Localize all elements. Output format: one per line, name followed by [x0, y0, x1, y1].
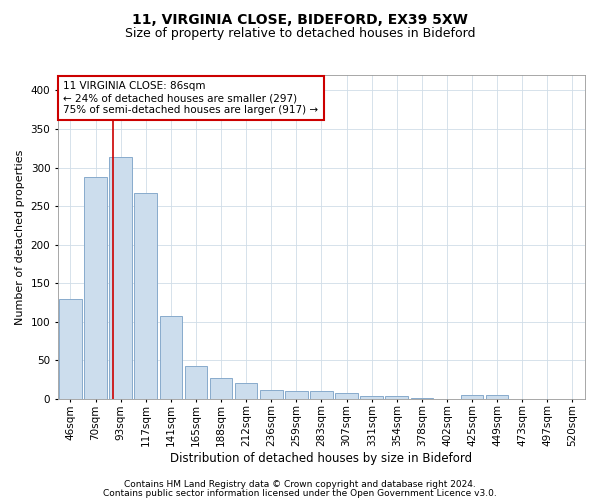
Text: Contains HM Land Registry data © Crown copyright and database right 2024.: Contains HM Land Registry data © Crown c…	[124, 480, 476, 489]
Bar	[185, 366, 207, 399]
Bar	[361, 396, 383, 399]
Bar	[486, 395, 508, 399]
Bar	[160, 316, 182, 399]
Text: Contains public sector information licensed under the Open Government Licence v3: Contains public sector information licen…	[103, 488, 497, 498]
Bar	[235, 382, 257, 399]
Bar	[210, 378, 232, 399]
Bar	[59, 298, 82, 399]
Bar	[285, 391, 308, 399]
X-axis label: Distribution of detached houses by size in Bideford: Distribution of detached houses by size …	[170, 452, 473, 465]
Text: Size of property relative to detached houses in Bideford: Size of property relative to detached ho…	[125, 28, 475, 40]
Bar	[84, 177, 107, 399]
Text: 11 VIRGINIA CLOSE: 86sqm
← 24% of detached houses are smaller (297)
75% of semi-: 11 VIRGINIA CLOSE: 86sqm ← 24% of detach…	[63, 82, 319, 114]
Bar	[134, 193, 157, 399]
Y-axis label: Number of detached properties: Number of detached properties	[15, 149, 25, 324]
Bar	[109, 158, 132, 399]
Bar	[260, 390, 283, 399]
Bar	[385, 396, 408, 399]
Bar	[335, 392, 358, 399]
Text: 11, VIRGINIA CLOSE, BIDEFORD, EX39 5XW: 11, VIRGINIA CLOSE, BIDEFORD, EX39 5XW	[132, 12, 468, 26]
Bar	[310, 391, 333, 399]
Bar	[410, 398, 433, 399]
Bar	[461, 395, 484, 399]
